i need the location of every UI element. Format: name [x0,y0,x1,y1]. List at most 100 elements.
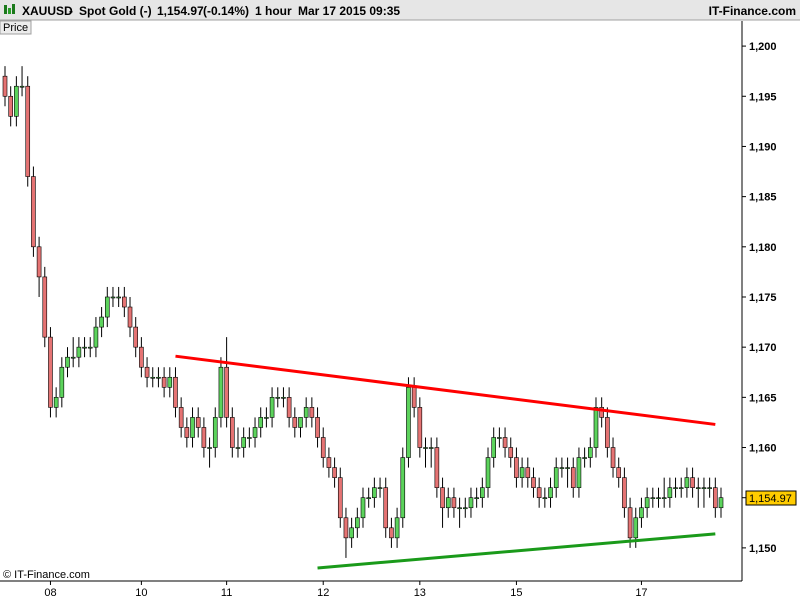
candle-body-up [355,517,360,529]
candle-body-up [150,376,156,379]
candle [423,437,428,468]
candle-body-down [36,246,42,278]
candle-body-down [531,477,536,488]
y-tick-label: 1,160 [749,443,777,455]
header-brand: IT-Finance.com [709,4,796,18]
candle [201,417,207,458]
candle [360,487,366,528]
candle-body-up [360,497,366,519]
candle [394,507,400,548]
candle-body-down [570,467,576,488]
candle-body-down [184,427,190,438]
watermark: © IT-Finance.com [3,569,90,581]
candle-body-down [502,437,508,448]
candle-body-down [8,95,13,117]
candle-body-up [394,517,400,539]
candle [144,357,150,388]
candle-body-down [144,366,150,378]
candle [462,497,468,518]
candle-body-up [19,85,25,88]
candle-body-down [417,407,423,448]
candle-body-up [65,356,70,368]
candle [474,487,479,508]
candle-body-down [315,417,320,438]
candle [701,477,707,508]
candle [76,337,82,368]
candle-body-up [377,487,383,489]
candle [497,427,502,448]
candle [99,307,104,338]
candle-body-up [497,437,502,439]
candle-body-down [411,387,417,408]
x-tick-label: 15 [510,587,522,599]
x-tick-label: 10 [135,587,147,599]
candle-body-down [440,487,445,509]
header-bar [0,0,800,20]
candle-body-up [93,326,99,348]
candle-body-down [309,407,315,418]
candle-body-up [428,447,434,449]
candle [690,467,695,498]
candle [673,477,678,498]
candle-body-down [42,276,48,338]
candle [14,76,19,127]
candle-body-up [241,437,246,448]
candle [315,407,320,448]
candle-body-down [622,477,627,509]
candle [161,367,167,398]
candle-body-down [610,447,616,468]
candle-body-down [434,447,440,488]
candle [485,447,491,498]
candle-body-up [212,417,218,448]
candle [218,357,224,428]
candle-body-down [286,397,292,418]
candle [298,417,303,438]
candle-body-up [87,346,93,349]
candle [104,286,110,328]
candle-body-up [576,457,582,488]
candle-body-up [656,497,661,500]
candle [309,397,315,428]
y-tick-label: 1,195 [749,91,777,103]
candle-body-down [332,467,337,478]
candle [337,467,343,528]
candle-body-up [588,447,593,458]
candle-body-up [14,85,19,117]
candle-body-up [275,397,281,399]
candle [139,337,144,378]
candle-body-down [133,326,138,348]
candle [110,286,116,308]
candle-body-down [690,477,695,488]
candle-body-up [684,477,690,488]
candle [514,447,519,488]
candle [195,407,201,438]
candle [627,497,633,548]
candle [70,337,76,368]
candle [258,407,264,438]
candle-body-down [31,176,36,248]
candle-body-up [258,417,264,428]
candle [542,487,548,508]
header-change: (-0.14%) [203,4,249,18]
candle [150,367,156,388]
candle-body-down [525,467,531,478]
candle-body-down [383,487,389,529]
candle [559,457,565,478]
candle-body-up [650,497,656,500]
candle [207,437,212,468]
candle-body-up [218,366,224,418]
candle [502,427,508,458]
candle [19,66,25,97]
candle-body-up [462,507,468,510]
candle-body-up [247,437,252,439]
candle [82,337,87,358]
candle-body-up [281,397,286,399]
candle [31,166,36,257]
candle-body-up [104,296,110,318]
candle-body-up [423,447,428,449]
candle-body-up [548,487,553,499]
candle [678,477,684,498]
candle [548,477,553,508]
candle [87,337,93,358]
candle-body-down [139,346,144,368]
